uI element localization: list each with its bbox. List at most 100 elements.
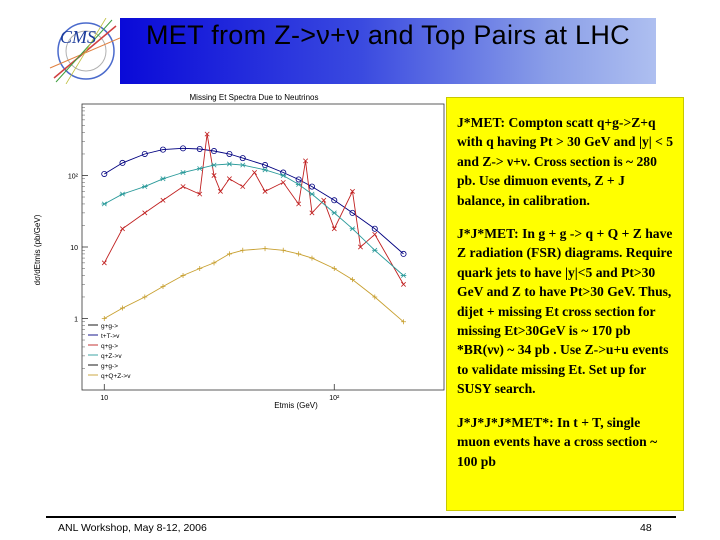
data-point — [196, 145, 203, 152]
data-point — [101, 170, 108, 177]
legend-label: q+Z->v — [101, 353, 122, 360]
data-point — [119, 159, 126, 166]
data-point — [262, 162, 269, 169]
data-point — [239, 162, 246, 168]
chart-title: Missing Et Spectra Due to Neutrinos — [190, 93, 319, 102]
data-point — [120, 226, 125, 232]
data-point — [262, 167, 268, 173]
data-point — [119, 305, 125, 311]
data-point — [308, 183, 315, 190]
y-tick-label: 10² — [68, 174, 79, 181]
data-point — [239, 155, 246, 162]
data-point — [371, 247, 378, 253]
x-axis-label: Etmis (GeV) — [274, 401, 318, 410]
page-number: 48 — [640, 522, 652, 534]
slide-title: MET from Z->ν+ν and Top Pairs at LHC — [146, 20, 630, 50]
data-point — [142, 294, 148, 300]
footer-text: ANL Workshop, May 8-12, 2006 — [58, 522, 207, 534]
legend-label: q+g-> — [101, 343, 118, 350]
paragraph-jjmet: J*J*MET: In g + g -> q + Q + Z have Z ra… — [457, 226, 673, 397]
series-line — [104, 147, 404, 255]
data-point — [331, 197, 338, 204]
footer-divider — [46, 516, 676, 518]
data-point — [357, 244, 363, 250]
data-point — [101, 201, 108, 207]
data-point — [400, 272, 407, 278]
data-point — [101, 316, 107, 321]
series-3 — [101, 246, 407, 325]
data-point — [372, 231, 378, 237]
data-point — [295, 176, 302, 183]
legend-label: g+g-> — [101, 363, 118, 370]
met-spectra-chart: Missing Et Spectra Due to Neutrinos dσ/d… — [28, 90, 446, 412]
data-point — [401, 319, 407, 325]
data-point — [400, 250, 407, 257]
data-point — [119, 191, 126, 197]
data-point — [204, 131, 210, 137]
data-point — [142, 210, 148, 216]
logo-text: CMS — [60, 27, 96, 47]
data-point — [197, 266, 203, 272]
data-point — [159, 146, 166, 153]
data-point — [295, 181, 302, 187]
data-point — [401, 281, 406, 287]
data-point — [303, 158, 309, 164]
series-0 — [101, 145, 407, 257]
series-1 — [101, 131, 406, 287]
data-point — [280, 179, 286, 185]
data-point — [280, 173, 287, 178]
data-point — [296, 201, 302, 207]
data-point — [349, 209, 356, 216]
data-point — [180, 272, 186, 278]
data-point — [211, 173, 217, 178]
data-point — [372, 294, 378, 300]
legend-label: g+g-> — [101, 323, 118, 330]
legend-label: t+T->v — [101, 333, 120, 340]
data-point — [321, 197, 327, 203]
data-point — [349, 188, 355, 194]
data-point — [262, 246, 268, 252]
data-point — [101, 260, 107, 266]
data-point — [180, 170, 186, 176]
data-point — [211, 162, 217, 168]
data-point — [226, 176, 232, 182]
data-point — [226, 161, 233, 167]
legend-label: q+Q+Z->v — [101, 373, 131, 380]
data-point — [349, 226, 356, 232]
y-tick-label: 10 — [70, 245, 78, 252]
data-point — [141, 184, 148, 190]
data-point — [226, 150, 233, 157]
data-point — [217, 188, 223, 194]
data-point — [160, 197, 166, 203]
data-point — [331, 226, 337, 232]
cms-logo: CMS — [46, 18, 120, 84]
y-axis-label: dσ/dEtmis (pb/GeV) — [33, 214, 42, 285]
data-point — [180, 184, 186, 190]
x-tick-label: 10² — [329, 395, 340, 402]
paragraph-jjjjmet: J*J*J*J*MET*: In t + T, single muon even… — [457, 414, 658, 469]
series-2 — [101, 161, 407, 278]
chart-legend: g+g-> t+T->v q+g-> q+Z->v g+g-> q+Q+Z->v — [88, 323, 131, 380]
data-point — [309, 210, 315, 216]
title-bar — [120, 18, 656, 84]
data-point — [309, 191, 315, 197]
data-point — [160, 284, 166, 290]
data-point — [252, 170, 257, 176]
data-point — [240, 247, 246, 253]
data-point — [240, 184, 246, 190]
data-point — [280, 247, 286, 253]
data-point — [371, 225, 378, 232]
data-point — [296, 251, 302, 257]
paragraph-jmet: J*MET: Compton scatt q+g->Z+q with q hav… — [457, 115, 674, 208]
data-point — [180, 145, 187, 152]
data-point — [196, 166, 203, 172]
data-point — [211, 148, 218, 155]
data-point — [141, 150, 148, 157]
data-point — [211, 260, 217, 266]
data-point — [331, 210, 338, 216]
data-point — [160, 176, 166, 182]
data-point — [197, 191, 203, 197]
y-tick-label: 1 — [74, 317, 78, 324]
data-point — [309, 255, 315, 261]
x-tick-label: 10 — [100, 395, 108, 402]
